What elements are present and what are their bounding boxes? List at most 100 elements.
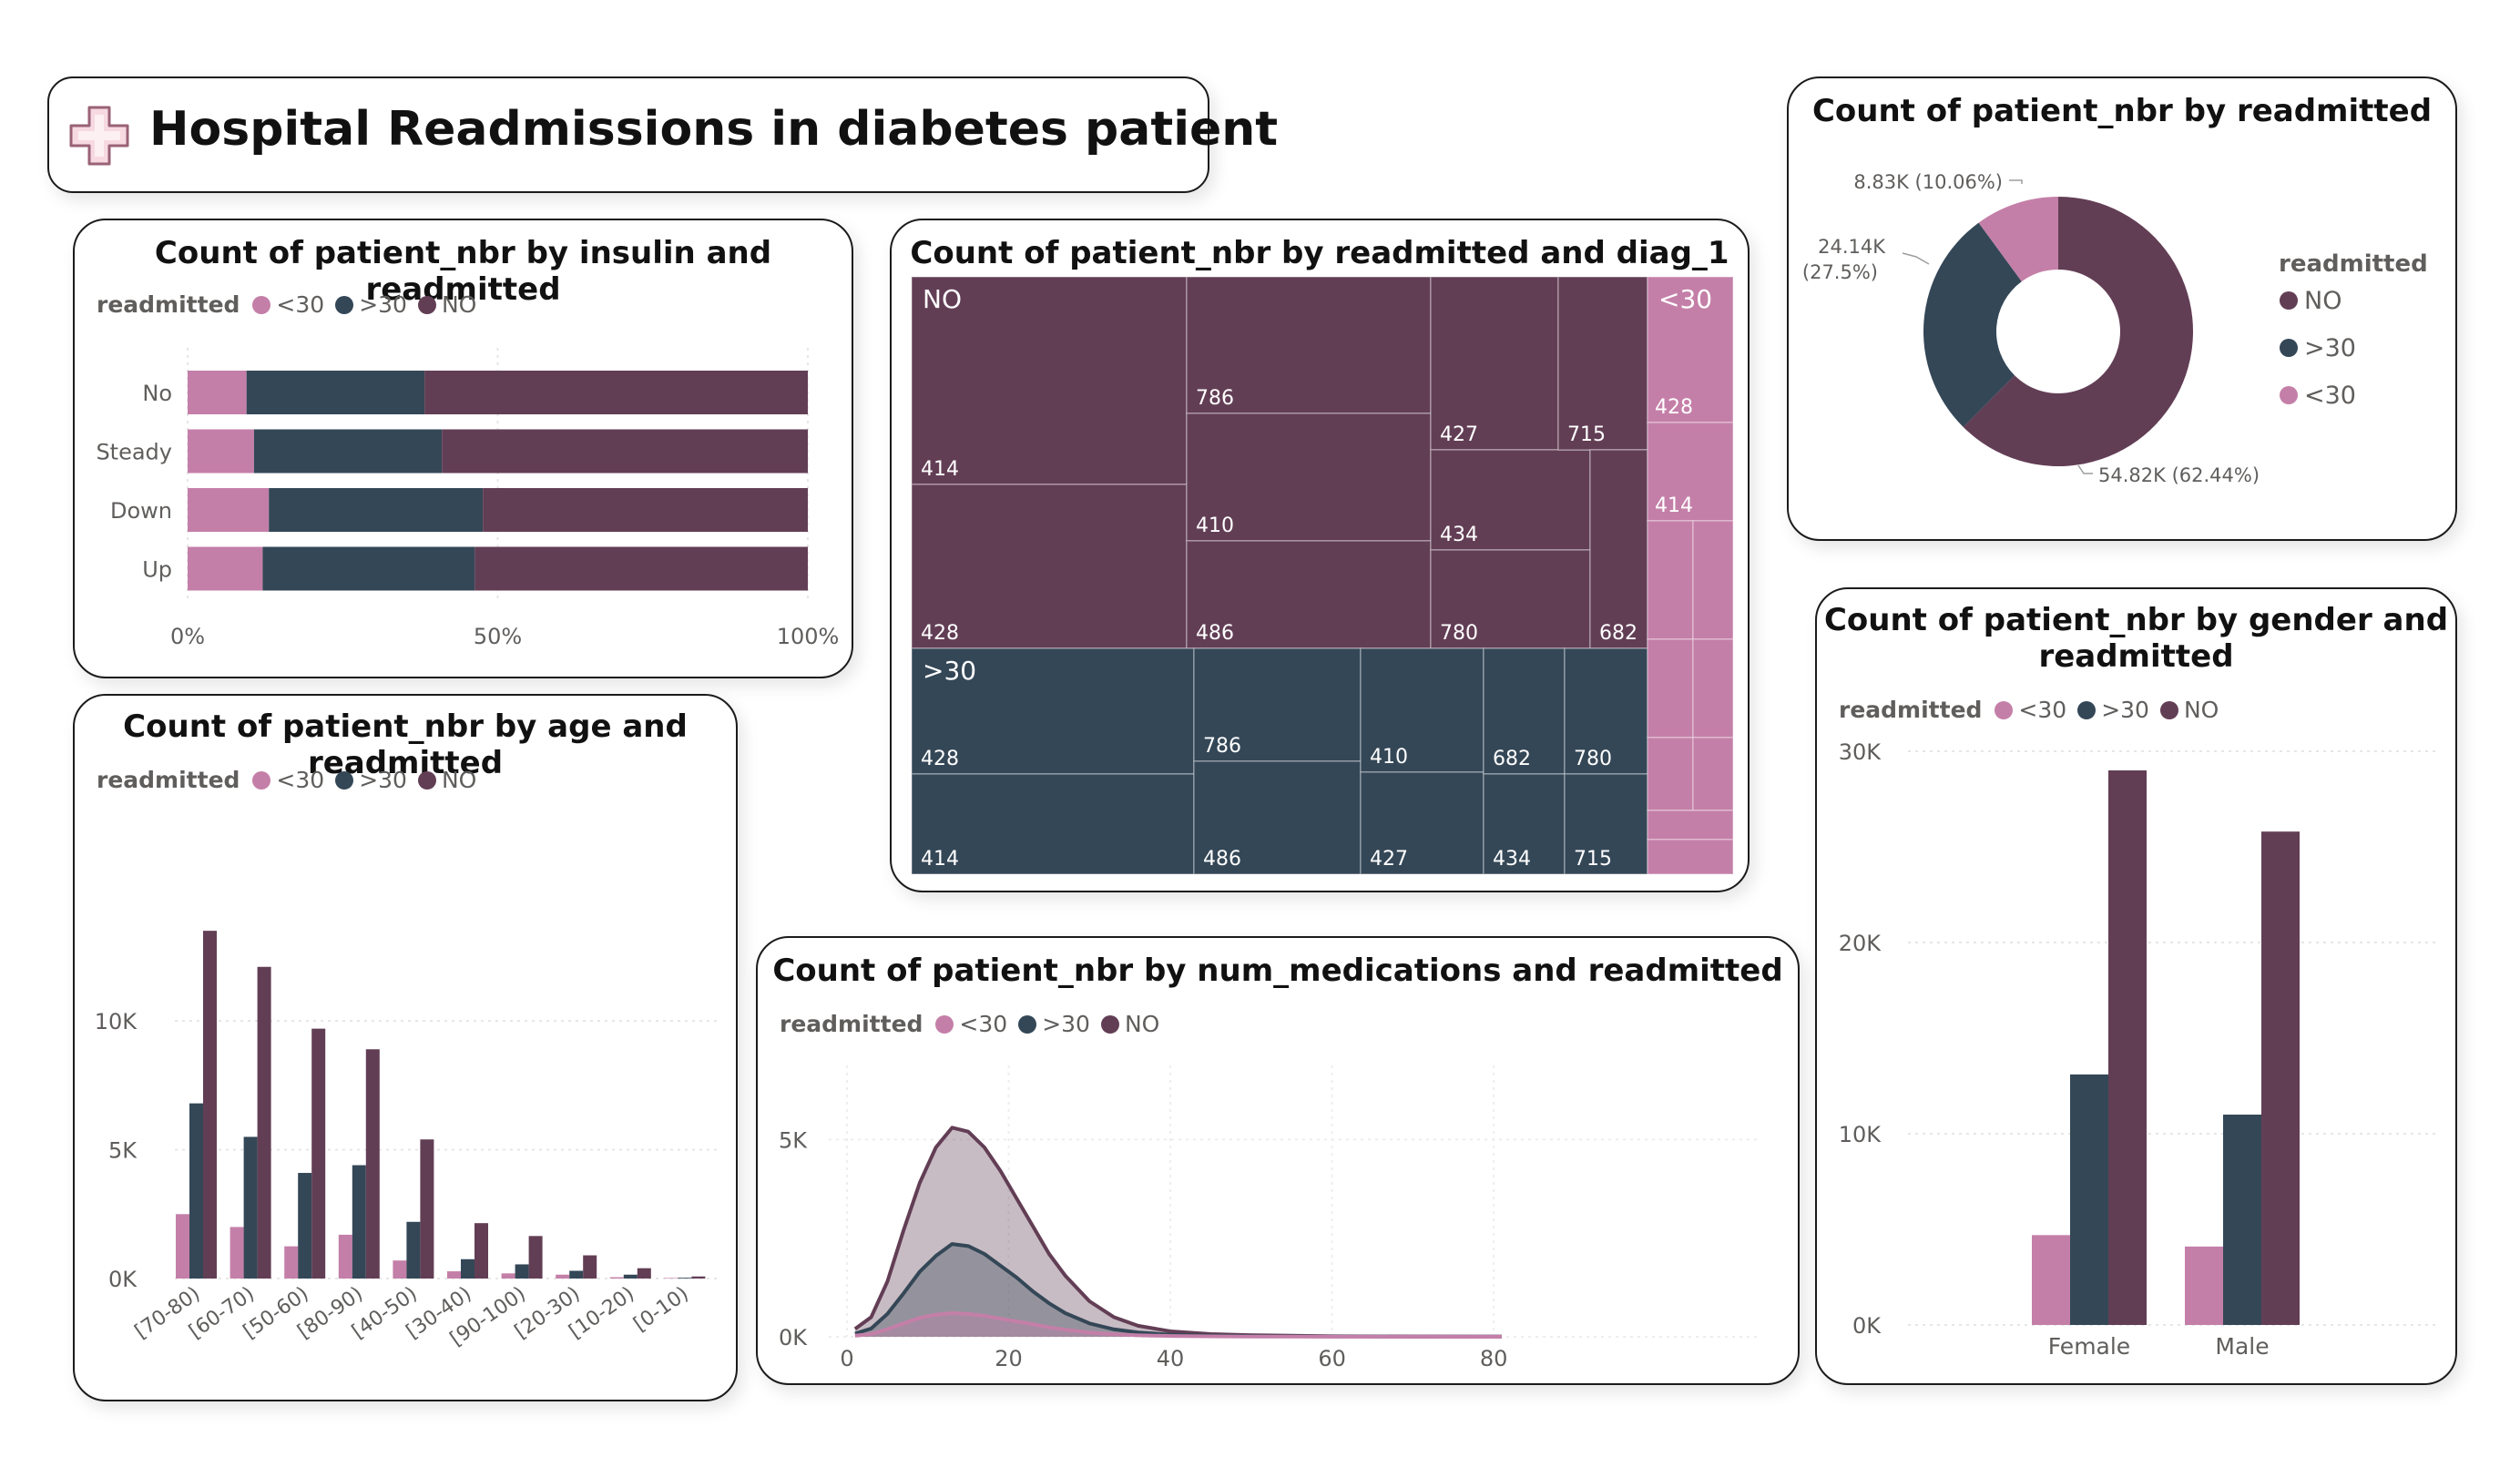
bar-[50-60)-<30[interactable]: [284, 1246, 299, 1279]
legend-item-lt30[interactable]: <30: [1995, 697, 2066, 723]
bar-down-NO[interactable]: [483, 488, 808, 532]
treemap-cell-no-427[interactable]: [1430, 276, 1559, 451]
treemap-cell-lt30-small[interactable]: [1692, 520, 1734, 640]
meds-chart-card[interactable]: Count of patient_nbr by num_medications …: [756, 936, 1800, 1385]
bar-female-NO[interactable]: [2108, 770, 2147, 1325]
bar-[80-90)-<30[interactable]: [338, 1234, 352, 1279]
treemap-cell-gt30-715[interactable]: [1564, 773, 1648, 875]
legend-item-lt30[interactable]: <30: [935, 1011, 1007, 1037]
bar-[70-80)-<30[interactable]: [176, 1214, 189, 1279]
legend-item-no[interactable]: NO: [417, 767, 476, 793]
bar-[90-100)->30[interactable]: [515, 1264, 529, 1279]
legend-item-gt30[interactable]: >30: [335, 291, 407, 318]
bar-[60-70)->30[interactable]: [243, 1136, 258, 1279]
treemap-cell-lt30-small[interactable]: [1647, 810, 1734, 841]
bar-up-NO[interactable]: [474, 546, 808, 591]
treemap-cell-gt30-486[interactable]: [1193, 760, 1362, 875]
donut-slice->30[interactable]: [1923, 222, 2022, 428]
bar-[40-50)-NO[interactable]: [420, 1139, 434, 1279]
bar-[30-40)->30[interactable]: [461, 1258, 474, 1279]
diag-chart-card[interactable]: Count of patient_nbr by readmitted and d…: [890, 219, 1750, 892]
legend-marker->30[interactable]: [2280, 339, 2298, 357]
bar-[20-30)-<30[interactable]: [556, 1274, 570, 1279]
treemap-cell-gt30-414[interactable]: [911, 773, 1195, 875]
treemap-cell-lt30-small[interactable]: [1647, 520, 1694, 640]
treemap-cell-no-428[interactable]: [911, 484, 1188, 649]
legend-item-gt30[interactable]: >30: [335, 767, 407, 793]
legend-item-no[interactable]: NO: [2159, 697, 2219, 723]
bar-[70-80)-NO[interactable]: [203, 931, 217, 1279]
treemap-cell-no-780[interactable]: [1430, 549, 1591, 649]
bar-steady->30[interactable]: [253, 429, 443, 474]
donut-slice-NO[interactable]: [1963, 197, 2193, 466]
readmitted-donut-plot[interactable]: 54.82K (62.44%) 24.14K (27.5%) 8.83K (10.06…: [1789, 78, 2455, 539]
gender-chart-plot[interactable]: 0K 10K 20K 30K Female Male: [1817, 589, 2455, 1383]
bar-[20-30)->30[interactable]: [569, 1270, 584, 1279]
bar-[30-40)-<30[interactable]: [447, 1271, 461, 1279]
bar-[50-60)->30[interactable]: [298, 1173, 312, 1279]
legend-item-no[interactable]: NO: [417, 291, 476, 318]
bar-up->30[interactable]: [262, 546, 475, 591]
insulin-chart-card[interactable]: Count of patient_nbr by insulin and read…: [73, 219, 853, 678]
bar-[0-10)-<30[interactable]: [664, 1278, 678, 1279]
bar-female->30[interactable]: [2070, 1074, 2108, 1325]
treemap-cell-no-682[interactable]: [1589, 449, 1648, 649]
treemap-cell-gt30-434[interactable]: [1483, 773, 1566, 875]
treemap-cell-lt30-428[interactable]: [1647, 276, 1734, 423]
insulin-chart-legend[interactable]: readmitted <30 >30 NO: [97, 291, 487, 318]
bar-[10-20)->30[interactable]: [623, 1274, 638, 1279]
treemap-cell-lt30-small[interactable]: [1647, 638, 1694, 739]
treemap-cell-gt30-427[interactable]: [1360, 771, 1484, 875]
treemap-cell-no-715[interactable]: [1557, 276, 1648, 451]
age-chart-plot[interactable]: 0K5K10K[70-80)[60-70)[50-60)[80-90)[40-5…: [75, 696, 736, 1400]
meds-chart-plot[interactable]: 0 20 40 60 80 0K 5K: [758, 938, 1798, 1383]
bar-[30-40)-NO[interactable]: [474, 1223, 488, 1279]
bar-[0-10)-NO[interactable]: [691, 1276, 706, 1279]
donut-slice-<30[interactable]: [1978, 197, 2058, 282]
bar-up-<30[interactable]: [188, 546, 263, 591]
bar-[60-70)-NO[interactable]: [257, 966, 271, 1279]
treemap-cell-lt30-small[interactable]: [1647, 839, 1734, 875]
legend-item-no[interactable]: NO: [1100, 1011, 1159, 1037]
bar-no-NO[interactable]: [424, 371, 808, 414]
treemap-cell-gt30-780[interactable]: [1564, 647, 1648, 775]
diag-treemap-plot[interactable]: 414 428 786 410 486 427 434 780 715 682 428 414 786 4…: [892, 220, 1748, 891]
bar-no->30[interactable]: [246, 371, 425, 414]
legend-marker-<30[interactable]: [2280, 386, 2298, 404]
treemap-cell-no-786[interactable]: [1186, 276, 1432, 414]
area-NO[interactable]: [854, 1127, 1502, 1337]
treemap-cell-lt30-414[interactable]: [1647, 422, 1734, 522]
bar-[40-50)-<30[interactable]: [393, 1260, 407, 1279]
bar-[40-50)->30[interactable]: [406, 1221, 421, 1279]
meds-chart-legend[interactable]: readmitted <30 >30 NO: [780, 1011, 1170, 1037]
treemap-cell-lt30-small[interactable]: [1647, 737, 1694, 811]
bar-[80-90)-NO[interactable]: [365, 1049, 380, 1279]
bar-male-<30[interactable]: [2185, 1246, 2223, 1325]
age-chart-legend[interactable]: readmitted <30 >30 NO: [97, 767, 487, 793]
bar-[90-100)-<30[interactable]: [501, 1273, 515, 1279]
treemap-cell-gt30-786[interactable]: [1193, 647, 1362, 762]
bar-male->30[interactable]: [2223, 1115, 2261, 1325]
area-<30[interactable]: [854, 1313, 1502, 1337]
bar-[10-20)-<30[interactable]: [609, 1277, 624, 1279]
readmitted-donut-card[interactable]: Count of patient_nbr by readmitted 54.82…: [1787, 76, 2457, 541]
bar-down->30[interactable]: [269, 488, 484, 532]
legend-item-gt30[interactable]: >30: [2077, 697, 2149, 723]
bar-[60-70)-<30[interactable]: [230, 1227, 244, 1279]
treemap-cell-lt30-small[interactable]: [1692, 638, 1734, 739]
bar-[80-90)->30[interactable]: [352, 1165, 366, 1279]
insulin-chart-plot[interactable]: No Steady Down Up 0% 50% 100%: [75, 220, 852, 676]
bar-steady-NO[interactable]: [442, 429, 808, 474]
treemap-cell-no-434[interactable]: [1430, 449, 1591, 551]
legend-marker-NO[interactable]: [2280, 291, 2298, 310]
bar-down-<30[interactable]: [188, 488, 270, 532]
age-chart-card[interactable]: Count of patient_nbr by age and readmitt…: [73, 694, 738, 1401]
bar-male-NO[interactable]: [2261, 831, 2300, 1325]
treemap-cell-no-486[interactable]: [1186, 540, 1432, 649]
bar-[50-60)-NO[interactable]: [311, 1028, 326, 1279]
bar-[20-30)-NO[interactable]: [583, 1255, 597, 1279]
bar-female-<30[interactable]: [2032, 1235, 2070, 1325]
bar-steady-<30[interactable]: [188, 429, 254, 474]
gender-chart-legend[interactable]: readmitted <30 >30 NO: [1839, 697, 2229, 723]
line-<30[interactable]: [854, 1311, 1503, 1339]
